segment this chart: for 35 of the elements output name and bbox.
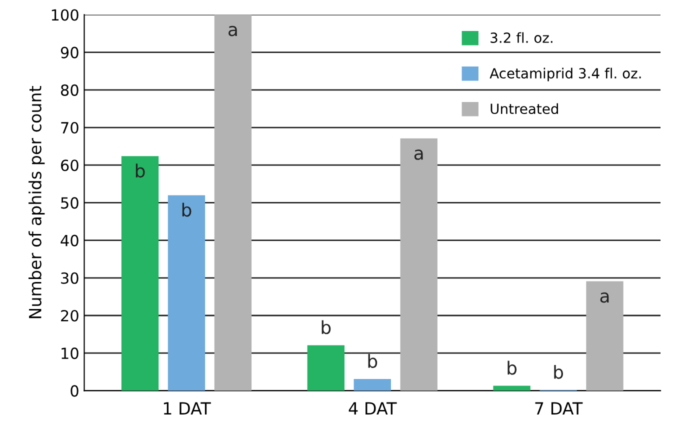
data-label: a xyxy=(228,26,237,36)
y-tick-label: 90 xyxy=(60,46,78,58)
bar xyxy=(121,156,159,391)
bar xyxy=(400,138,438,391)
y-tick-label: 0 xyxy=(70,385,78,397)
y-axis-title: Number of aphids per count xyxy=(28,86,45,318)
data-label: a xyxy=(414,150,423,160)
y-tick-label: 100 xyxy=(52,9,78,21)
data-label: b xyxy=(554,364,564,379)
data-label: b xyxy=(136,164,145,178)
bar xyxy=(493,386,530,391)
bar xyxy=(214,14,252,391)
data-label: b xyxy=(508,360,517,375)
y-tick-label: 60 xyxy=(61,160,78,172)
y-tick-label: 50 xyxy=(61,197,78,209)
y-tick-label: 30 xyxy=(61,272,78,284)
bar xyxy=(307,345,344,391)
y-tick-label: 70 xyxy=(61,122,78,134)
y-tick-label: 20 xyxy=(61,310,78,322)
x-tick-label: 1 DAT xyxy=(164,402,211,414)
data-label: b xyxy=(368,354,378,368)
legend-label: Untreated xyxy=(490,103,558,114)
x-tick-label: 7 DAT xyxy=(535,402,583,414)
x-tick-label: 4 DAT xyxy=(348,402,397,414)
y-tick-label: 40 xyxy=(60,234,78,246)
legend-label: Acetamiprid 3.4 fl. oz. xyxy=(490,68,641,82)
legend-label: 3.2 fl. oz. xyxy=(490,32,552,43)
bar xyxy=(354,379,391,391)
data-label: b xyxy=(182,202,192,217)
bar xyxy=(586,281,624,391)
bar xyxy=(168,195,206,391)
y-tick-label: 10 xyxy=(62,348,78,360)
y-tick-label: 80 xyxy=(60,84,78,96)
data-label: b xyxy=(322,320,331,334)
data-label: a xyxy=(600,292,609,303)
